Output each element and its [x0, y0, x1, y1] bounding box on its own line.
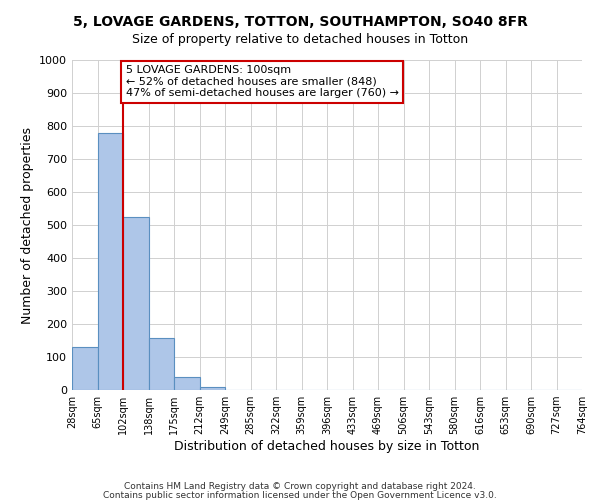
- Text: Contains public sector information licensed under the Open Government Licence v3: Contains public sector information licen…: [103, 490, 497, 500]
- Text: Contains HM Land Registry data © Crown copyright and database right 2024.: Contains HM Land Registry data © Crown c…: [124, 482, 476, 491]
- X-axis label: Distribution of detached houses by size in Totton: Distribution of detached houses by size …: [175, 440, 479, 453]
- Bar: [174, 377, 199, 390]
- Text: 5, LOVAGE GARDENS, TOTTON, SOUTHAMPTON, SO40 8FR: 5, LOVAGE GARDENS, TOTTON, SOUTHAMPTON, …: [73, 15, 527, 29]
- Bar: [72, 347, 97, 390]
- Y-axis label: Number of detached properties: Number of detached properties: [20, 126, 34, 324]
- Text: 5 LOVAGE GARDENS: 100sqm
← 52% of detached houses are smaller (848)
47% of semi-: 5 LOVAGE GARDENS: 100sqm ← 52% of detach…: [125, 65, 398, 98]
- Bar: [149, 338, 174, 390]
- Text: Size of property relative to detached houses in Totton: Size of property relative to detached ho…: [132, 32, 468, 46]
- Bar: [97, 134, 123, 390]
- Bar: [199, 388, 225, 390]
- Bar: [123, 217, 149, 390]
